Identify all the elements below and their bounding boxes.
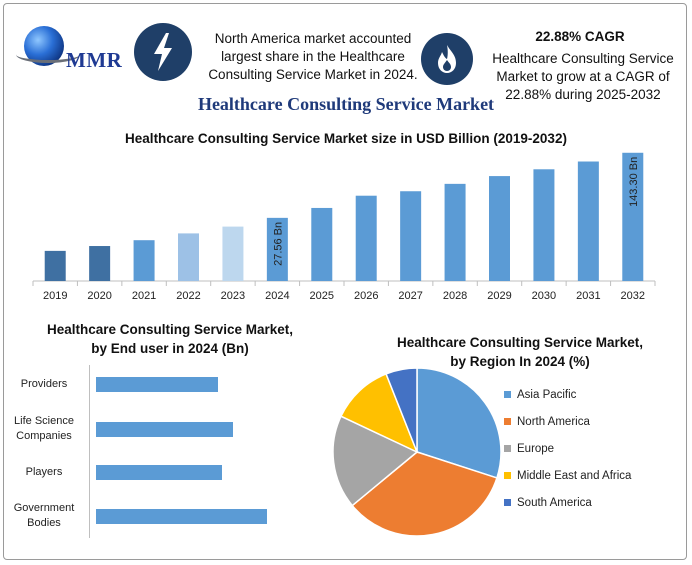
main-title: Healthcare Consulting Service Market <box>197 94 495 114</box>
hbar-label-line: Providers <box>20 377 68 390</box>
x-tick-label: 2029 <box>487 290 511 302</box>
legend-item: North America <box>504 416 590 428</box>
swoosh-icon <box>16 46 80 63</box>
bar <box>178 233 199 281</box>
legend-swatch <box>504 472 511 480</box>
legend-label: Middle East and Africa <box>517 470 632 482</box>
info-left-text: North America market accounted largest s… <box>202 30 424 84</box>
legend-swatch <box>504 391 511 399</box>
x-tick-label: 2026 <box>354 290 378 302</box>
hbar-chart-title: Healthcare Consulting Service Market, by… <box>20 320 320 358</box>
x-tick-label: 2021 <box>132 290 156 302</box>
legend-swatch <box>504 445 511 453</box>
x-tick-label: 2032 <box>621 290 645 302</box>
hbar-category-label: Players <box>6 465 82 480</box>
x-tick-label: 2027 <box>398 290 422 302</box>
infographic-frame <box>3 3 687 560</box>
pie-slice <box>332 415 419 507</box>
cagr-title: 22.88% CAGR <box>535 29 625 44</box>
logo-text: MMR <box>66 48 123 72</box>
legend-swatch <box>504 499 511 507</box>
bar <box>400 191 422 281</box>
flame-icon <box>421 33 473 85</box>
info-right-line: Market to grow at a CAGR of <box>496 69 670 84</box>
hbar-axis-line <box>89 365 90 538</box>
info-right-text: Healthcare Consulting Service Market to … <box>482 50 684 104</box>
bar <box>266 217 288 281</box>
legend-label: South America <box>517 497 592 509</box>
hbar <box>96 509 267 524</box>
hbar-label-line: Government <box>13 502 75 514</box>
hbar <box>96 377 218 392</box>
bar <box>222 226 244 281</box>
x-tick-label: 2023 <box>221 290 245 302</box>
data-label: 27.56 Bn <box>272 222 284 266</box>
pie-slice <box>339 372 419 454</box>
pie-title-line: by Region In 2024 (%) <box>450 354 590 369</box>
legend-item: Middle East and Africa <box>504 470 631 482</box>
legend-item: South America <box>504 497 592 509</box>
hbar-category-label: Life Science Companies <box>6 414 82 444</box>
bar <box>489 176 510 281</box>
lightning-icon <box>134 23 192 81</box>
pie-slice <box>351 451 498 537</box>
hbar-label-line: Companies <box>16 430 72 442</box>
legend-item: Europe <box>504 443 554 455</box>
bar <box>355 195 377 281</box>
x-tick-label: 2025 <box>310 290 334 302</box>
legend-label: North America <box>517 416 590 428</box>
x-tick-label: 2020 <box>87 290 111 302</box>
info-left-line: Consulting Service Market in 2024. <box>208 67 418 82</box>
pie-slice <box>385 367 418 453</box>
bar <box>577 161 599 281</box>
x-tick-label: 2024 <box>265 290 289 302</box>
pie-chart-title: Healthcare Consulting Service Market, by… <box>370 333 670 371</box>
hbar-title-line: by End user in 2024 (Bn) <box>91 341 249 356</box>
hbar-category-label: Providers <box>6 377 82 392</box>
data-label: 143.30 Bn <box>628 157 640 207</box>
info-right-line: 22.88% during 2025-2032 <box>505 87 661 102</box>
x-tick-label: 2022 <box>176 290 200 302</box>
hbar <box>96 422 234 437</box>
info-left-line: largest share in the Healthcare <box>221 49 405 64</box>
hbar-title-line: Healthcare Consulting Service Market, <box>46 322 294 337</box>
bar <box>533 169 555 281</box>
legend-label: Asia Pacific <box>517 389 577 401</box>
bar <box>311 207 333 281</box>
x-tick-label: 2019 <box>43 290 67 302</box>
hbar-label-line: Bodies <box>27 517 61 529</box>
x-tick-label: 2031 <box>576 290 600 302</box>
bar <box>89 246 111 281</box>
bar <box>622 152 644 281</box>
bar <box>133 240 155 281</box>
legend-label: Europe <box>517 443 555 455</box>
bar <box>444 183 466 281</box>
info-left-line: North America market accounted <box>214 31 412 46</box>
x-tick-label: 2028 <box>443 290 467 302</box>
info-right-line: Healthcare Consulting Service <box>492 51 674 66</box>
hbar-label-line: Players <box>25 465 63 478</box>
x-tick-label: 2030 <box>532 290 556 302</box>
bar-chart-title: Healthcare Consulting Service Market siz… <box>125 131 567 146</box>
legend-swatch <box>504 418 511 426</box>
pie-slice <box>416 367 502 479</box>
hbar <box>96 465 222 480</box>
legend-item: Asia Pacific <box>504 389 576 401</box>
bar <box>44 250 66 281</box>
hbar-category-label: Government Bodies <box>6 501 82 531</box>
pie-title-line: Healthcare Consulting Service Market, <box>396 335 644 350</box>
hbar-label-line: Life Science <box>14 415 74 427</box>
